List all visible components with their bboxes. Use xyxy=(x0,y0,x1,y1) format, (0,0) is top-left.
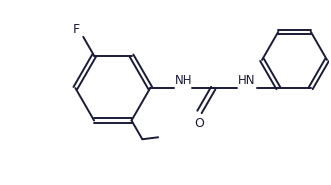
Text: F: F xyxy=(73,23,80,36)
Text: NH: NH xyxy=(175,74,192,87)
Text: HN: HN xyxy=(238,74,256,87)
Text: O: O xyxy=(195,117,205,130)
